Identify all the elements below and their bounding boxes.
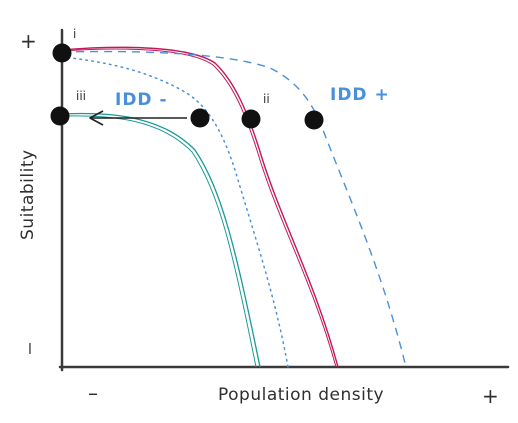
point-iii-label: iii <box>76 89 86 103</box>
low-curve <box>61 112 261 368</box>
y-low-label: l <box>28 342 32 358</box>
point-idd-minus <box>190 108 210 128</box>
point-low-axis <box>50 106 70 126</box>
baseline-curve <box>61 46 339 368</box>
low-curve-echo <box>61 115 257 368</box>
point-i-label: i <box>73 27 76 41</box>
idd-minus-label: IDD - <box>115 90 168 110</box>
x-axis-title: Population density <box>218 385 384 405</box>
arrow-left-icon <box>89 110 187 126</box>
point-top-axis <box>52 43 72 63</box>
baseline-curve-echo <box>61 48 337 368</box>
idd-plus-curve <box>61 50 407 368</box>
x-plus-label: + <box>482 384 499 408</box>
idd-plus-label: IDD + <box>330 85 390 105</box>
point-baseline <box>241 109 261 129</box>
point-idd-plus <box>304 110 324 130</box>
x-minus-label: – <box>88 381 98 405</box>
idd-minus-curve <box>61 56 289 368</box>
y-axis-title: Suitability <box>18 149 38 240</box>
point-ii-label: ii <box>263 92 270 106</box>
y-plus-label: + <box>20 29 37 53</box>
